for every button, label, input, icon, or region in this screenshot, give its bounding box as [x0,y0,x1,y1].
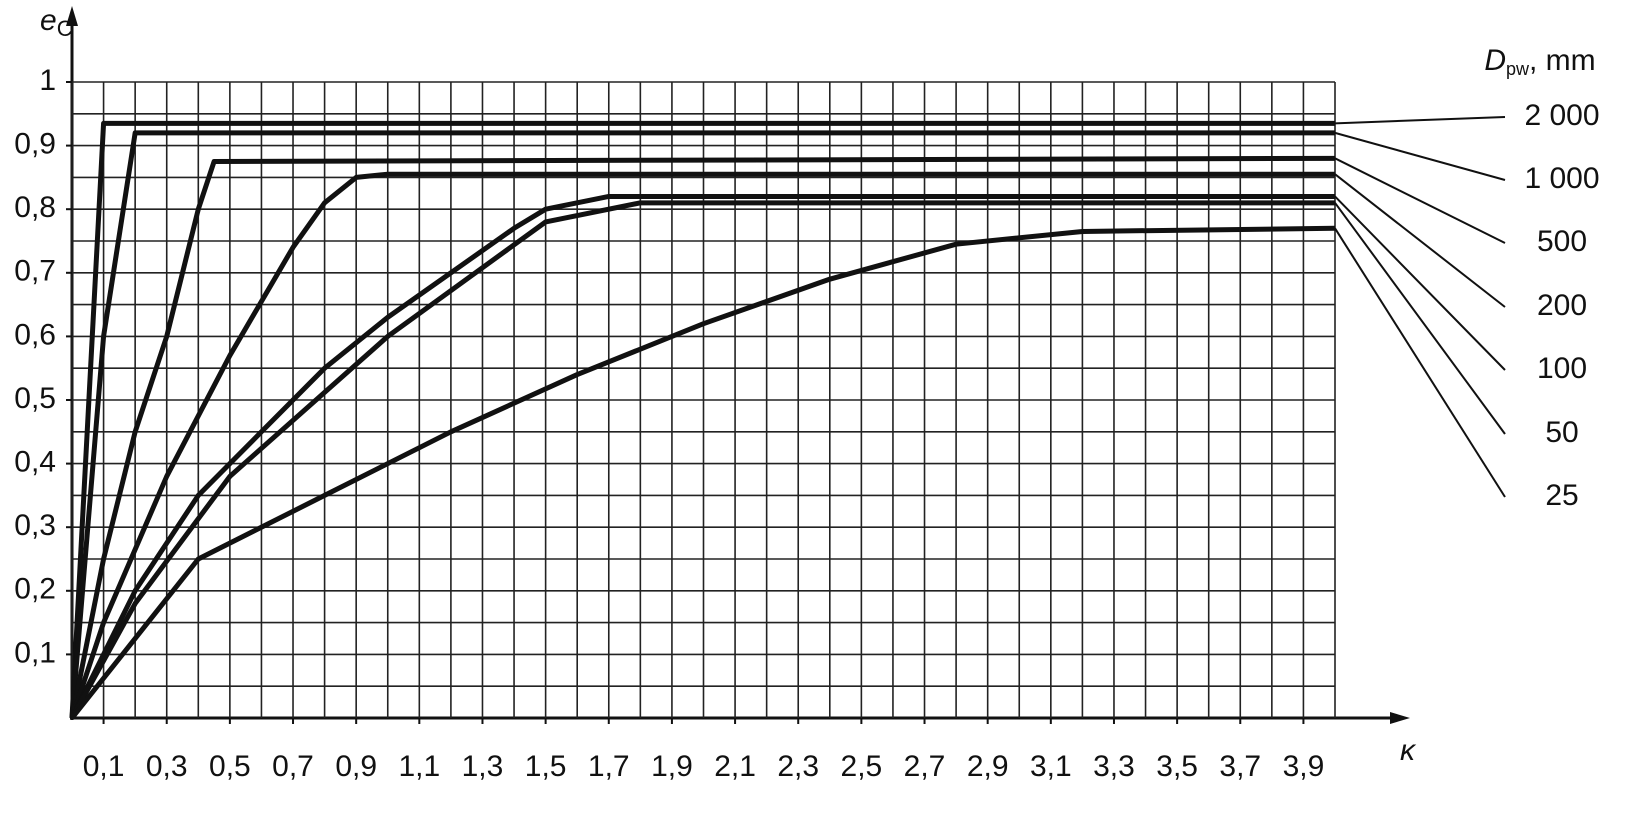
curve [69,200,1335,720]
y-tick-label: 1 [39,64,56,97]
leader-line [1334,157,1506,244]
curve [69,130,1335,719]
curve [69,155,1336,719]
x-tick-label: 3,9 [1283,750,1325,783]
curve [70,225,1336,720]
x-tick-label: 1,5 [525,750,567,783]
legend-label: 50 [1545,416,1578,449]
x-tick-label: 2,9 [967,750,1009,783]
x-tick-label: 2,5 [841,750,883,783]
legend-label: 1 000 [1524,162,1599,195]
x-tick-label: 0,5 [209,750,251,783]
x-tick-label: 1,1 [398,750,440,783]
legend-label: 2 000 [1524,99,1599,132]
leader-line [1334,202,1506,435]
leader-line [1334,131,1506,181]
y-tick-label: 0,9 [14,128,56,161]
legend-title-main: D [1484,44,1506,77]
x-tick-label: 0,1 [83,750,125,783]
legend-title: Dpw, mm [1484,44,1595,79]
x-tick-label: 0,7 [272,750,314,783]
legend-label: 25 [1545,479,1578,512]
x-tick-label: 2,7 [904,750,946,783]
x-tick-label: 3,1 [1030,750,1072,783]
y-tick-label: 0,7 [14,255,56,288]
curve [69,171,1335,719]
y-tick-label: 0,3 [14,509,56,542]
y-tick-label: 0,6 [14,318,56,351]
y-tick-label: 0,8 [14,191,56,224]
leader-line [1334,195,1506,371]
y-axis-label-main: e [40,4,57,37]
x-tick-label: 1,3 [462,750,504,783]
curve [69,193,1335,720]
legend-label: 100 [1537,352,1587,385]
curve [69,120,1335,719]
x-tick-label: 3,3 [1093,750,1135,783]
x-axis-label: κ [1400,734,1417,767]
x-axis-arrow [1390,712,1410,724]
legend-title-unit: , mm [1529,44,1596,77]
x-tick-label: 2,1 [714,750,756,783]
x-tick-label: 1,9 [651,750,693,783]
legend-title-sub: pw [1506,59,1530,79]
x-tick-label: 3,7 [1219,750,1261,783]
x-tick-label: 1,7 [588,750,630,783]
legend-label: 500 [1537,225,1587,258]
x-tick-label: 0,3 [146,750,188,783]
legend-label: 200 [1537,289,1587,322]
y-axis-arrow [66,6,78,26]
y-tick-label: 0,2 [14,573,56,606]
x-tick-label: 0,9 [335,750,377,783]
y-tick-label: 0,5 [14,382,56,415]
leader-line [1334,116,1506,125]
x-tick-label: 3,5 [1156,750,1198,783]
y-tick-label: 0,1 [14,636,56,669]
leader-line [1334,227,1506,498]
leader-line [1334,173,1506,308]
x-tick-label: 2,3 [777,750,819,783]
y-tick-label: 0,4 [14,446,56,479]
